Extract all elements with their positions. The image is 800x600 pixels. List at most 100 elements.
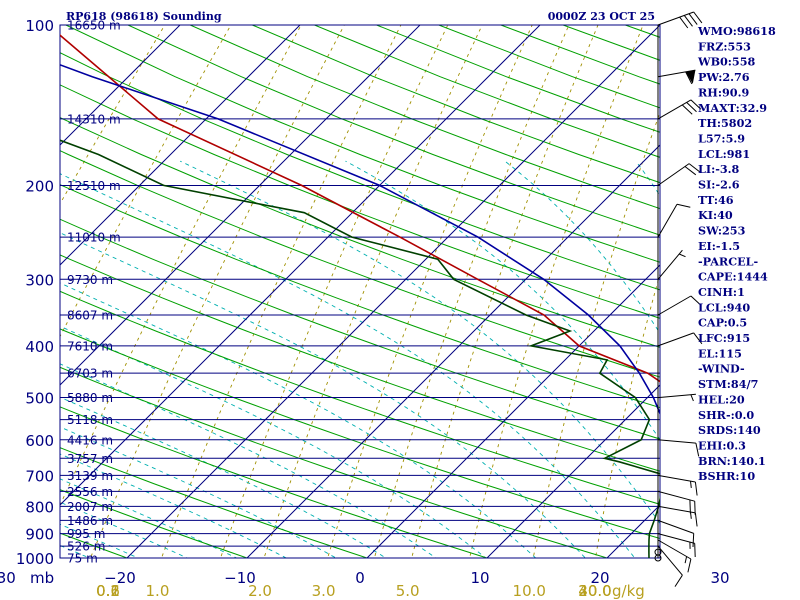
pressure-tick-label: 500 [25, 390, 54, 408]
dewpoint-trace [60, 139, 660, 558]
wind-barb [657, 332, 703, 347]
barb-staff [657, 533, 695, 544]
dry-adiabat [60, 184, 660, 409]
isobars [59, 24, 661, 559]
barb-full [694, 512, 698, 527]
wind-barb [654, 548, 662, 556]
mixing-ratio-tick-label: 40.0 [578, 582, 611, 600]
barb-staff [657, 203, 678, 238]
pressure-tick-label: 400 [25, 338, 54, 356]
barb-full [689, 499, 691, 514]
isotherm [126, 25, 660, 558]
mixing-ratio-line [161, 25, 402, 558]
height-label: 7610 m [67, 339, 113, 353]
barb-full [676, 203, 691, 208]
barb-staff [657, 249, 683, 280]
barb-staff [657, 545, 683, 576]
index-line: FRZ:553 [698, 39, 751, 53]
barb-pennant [685, 70, 696, 84]
mixing-ratio-tick-label: 0.1 [96, 582, 120, 600]
dry-adiabat [60, 116, 660, 348]
mixing-ratio-line [60, 25, 232, 338]
mixing-ratio-line [327, 25, 533, 558]
index-line: LI:-3.8 [698, 162, 740, 176]
mixing-ratio-tick-label: 2.0 [248, 582, 272, 600]
barb-staff [657, 393, 696, 399]
chart-title: RP618 (98618) Sounding [66, 10, 222, 23]
mixing-ratio-tick-label: 10.0 [513, 582, 546, 600]
index-line: -WIND- [698, 362, 745, 376]
barb-staff [657, 295, 692, 316]
wind-barb [657, 490, 696, 515]
pressure-unit-label: mb [30, 569, 54, 587]
index-line: WB0:558 [697, 55, 756, 69]
height-label: 2007 m [67, 500, 113, 514]
dry-adiabat [60, 52, 660, 291]
index-line: SRDS:140 [698, 423, 761, 437]
wind-barb [657, 545, 683, 587]
height-label: 3139 m [67, 469, 113, 483]
barb-full [693, 332, 703, 345]
barb-staff [657, 519, 694, 534]
height-label: 2556 m [67, 485, 113, 499]
height-label: 16650 m [67, 19, 121, 33]
index-line: LCL:940 [698, 300, 750, 314]
barb-half [679, 253, 686, 258]
wind-barb [657, 393, 696, 402]
height-label: 75 m [67, 552, 98, 566]
height-label: 9730 m [67, 273, 113, 287]
wind-barb [657, 539, 692, 573]
pressure-tick-label: 800 [25, 498, 54, 516]
barb-staff [657, 332, 694, 347]
temperature-tick-label: −20 [104, 569, 136, 587]
barb-full [692, 533, 695, 548]
barb-full [690, 295, 702, 306]
barb-staff [657, 11, 694, 26]
moist-adiabat [504, 160, 660, 334]
sounding-traces [60, 34, 660, 558]
wind-barb [657, 295, 702, 316]
isotherm [60, 25, 181, 146]
isotherm [366, 264, 660, 558]
wind-barb [657, 519, 695, 548]
dry-adiabat [60, 254, 660, 472]
pressure-tick-label: 300 [25, 271, 54, 289]
temperature-tick-label: 30 [710, 569, 729, 587]
index-line: TH:5802 [698, 116, 752, 130]
mixing-ratio-line [373, 25, 570, 558]
barb-full [685, 71, 693, 85]
mixing-ratio-line [60, 25, 302, 507]
moist-adiabat [60, 501, 189, 558]
dry-adiabat [60, 328, 660, 540]
moist-adiabat [60, 173, 636, 558]
dry-adiabat [60, 84, 660, 319]
temperature-trace [60, 34, 660, 553]
mixing-ratio-labels: 0.10.20.6 1.0 2.0 3.0 5.0 10.0 20.030.040.0 [96, 582, 612, 600]
wind-barb [657, 11, 703, 29]
barb-staff [657, 490, 695, 502]
mixing-ratio-line [220, 25, 449, 558]
barb-full [688, 13, 698, 25]
mixing-ratio-tick-label: 3.0 [312, 582, 336, 600]
dry-adiabat [60, 406, 489, 558]
index-line: -PARCEL- [698, 254, 759, 268]
pressure-tick-label: 100 [25, 17, 54, 35]
pressure-labels: 100 200 300 400 500 600 700 800 900 1000 [16, 17, 54, 568]
dry-adiabat [60, 290, 660, 505]
barb-full [684, 166, 697, 176]
moist-adiabat [60, 426, 337, 558]
height-label: 8607 m [67, 308, 113, 322]
index-line: KI:40 [698, 208, 733, 222]
index-line: EI:-1.5 [698, 239, 740, 253]
index-line: HEL:20 [698, 392, 745, 406]
wind-barb [657, 99, 702, 120]
barb-half [690, 481, 692, 488]
dry-adiabat [0, 25, 37, 569]
temperature-tick-label: 10 [470, 569, 489, 587]
barb-half [690, 394, 694, 402]
pressure-tick-label: 1000 [16, 550, 54, 568]
wind-barb [657, 163, 701, 186]
wind-barb [657, 474, 698, 496]
